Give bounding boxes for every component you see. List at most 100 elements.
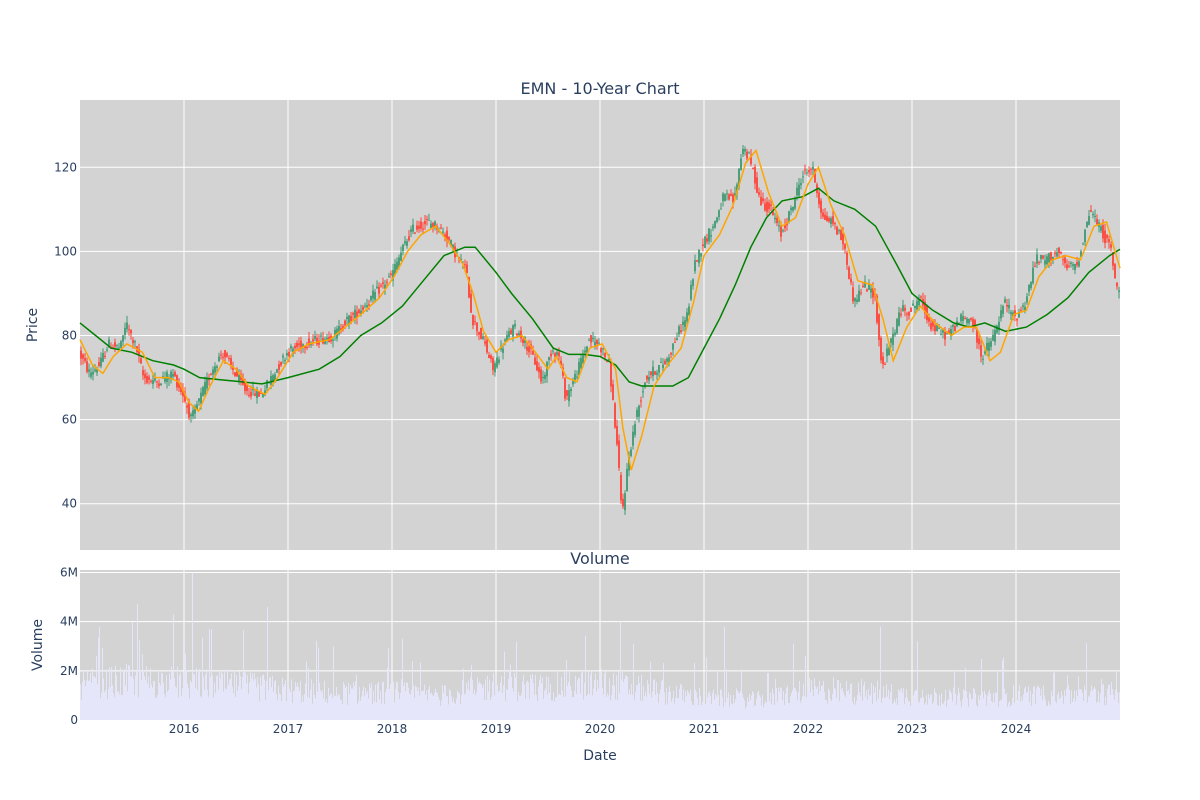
candle-body-down [832,216,834,224]
candle-body-down [228,358,230,360]
candle-body-up [936,325,938,332]
candle-body-down [784,225,786,229]
candle-body-up [662,364,664,369]
candle-body-up [624,493,626,511]
candle-body-up [806,172,808,174]
candle-body-down [98,362,100,366]
candle-body-up [990,341,992,347]
candle-body-up [644,382,646,387]
candle-body-down [1016,318,1018,321]
candle-body-down [764,203,766,211]
candle-body-down [554,353,556,357]
candle-body-down [836,226,838,235]
candle-body-up [584,350,586,353]
candle-body-up [668,357,670,364]
candle-body-up [778,225,780,227]
candle-body-down [144,373,146,379]
candle-body-up [120,341,122,348]
candle-body-up [676,338,678,341]
candle-body-down [550,353,552,357]
candle-body-up [1024,306,1026,311]
candle-body-up [1000,310,1002,319]
short-moving-average-line [79,148,1121,471]
candle-body-down [86,361,88,372]
candle-body-up [642,391,644,393]
candle-body-down [186,405,188,408]
candle-body-up [392,270,394,281]
candle-body-up [672,343,674,350]
candle-body-up [960,314,962,322]
candle-body-down [564,378,566,399]
candle-body-up [434,221,436,227]
volume-y-tick-labels: 0 2M 4M 6M [60,565,78,727]
candle-body-up [774,217,776,220]
candle-body-up [812,166,814,170]
candle-body-down [486,340,488,353]
candle-body-down [296,342,298,348]
candle-body-down [480,328,482,340]
candle-body-up [494,363,496,373]
candle-body-up [958,322,960,324]
long-moving-average-line [79,187,1121,387]
price-y-tick-label: 100 [54,244,77,258]
candle-body-down [696,260,698,262]
candle-body-down [808,170,810,173]
candle-body-down [964,318,966,320]
candle-body-down [760,196,762,205]
candle-body-up [332,339,334,341]
candle-body-up [108,339,110,348]
candle-body-down [300,340,302,349]
candle-body-down [474,321,476,323]
candle-body-down [250,391,252,397]
candle-body-up [868,283,870,290]
candle-body-up [512,325,514,337]
candle-body-up [370,295,372,301]
candle-body-down [1066,264,1068,269]
candle-body-down [104,355,106,357]
candle-body-up [406,241,408,246]
candle-body-down [974,320,976,328]
candle-body-down [390,273,392,276]
candle-body-up [276,369,278,373]
candle-body-up [710,235,712,237]
candle-body-up [714,220,716,228]
price-gridlines [80,100,1120,550]
candle-body-up [1100,226,1102,231]
candle-body-down [472,314,474,326]
candle-body-down [1060,251,1062,254]
candle-body-up [196,404,198,410]
candle-body-up [1044,260,1046,265]
candle-body-down [180,385,182,393]
candle-body-up [334,329,336,335]
candle-body-down [920,296,922,298]
candle-body-up [238,374,240,381]
candle-body-up [628,457,630,471]
candle-body-up [290,346,292,349]
x-tick-label: 2019 [481,722,512,736]
candle-body-down [954,325,956,332]
candle-body-up [364,305,366,307]
candle-body-up [736,184,738,194]
candle-body-up [686,312,688,322]
candle-body-down [664,360,666,365]
candle-body-down [308,338,310,346]
candle-body-up [452,244,454,250]
candle-body-down [138,349,140,356]
candle-body-up [598,342,600,344]
candle-body-up [580,358,582,369]
candle-body-down [232,366,234,370]
candle-body-up [262,393,264,397]
candle-body-down [970,317,972,320]
candle-body-up [656,372,658,375]
candle-body-up [704,236,706,248]
candle-body-up [282,355,284,358]
candle-body-down [1050,252,1052,261]
candle-body-down [182,389,184,397]
candle-body-up [678,326,680,335]
candle-body-down [1090,210,1092,212]
candle-body-down [158,383,160,387]
candle-body-down [464,264,466,266]
candle-body-down [246,385,248,392]
candle-body-down [900,313,902,316]
candle-body-up [962,316,964,322]
